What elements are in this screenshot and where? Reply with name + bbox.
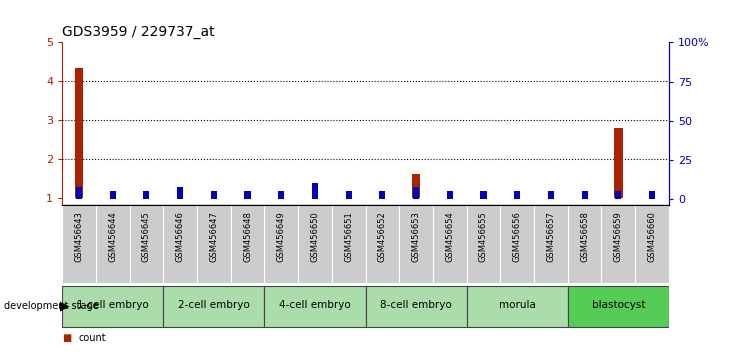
Text: GSM456647: GSM456647 [209, 212, 219, 262]
Text: GSM456646: GSM456646 [175, 212, 185, 262]
Bar [143, 191, 149, 199]
Bar [635, 205, 669, 283]
Bar [177, 187, 183, 199]
Text: GSM456649: GSM456649 [277, 212, 286, 262]
Text: GDS3959 / 229737_at: GDS3959 / 229737_at [62, 25, 215, 39]
Bar [231, 205, 265, 283]
Text: GSM456651: GSM456651 [344, 212, 353, 262]
Bar [211, 191, 217, 199]
Bar [447, 191, 452, 199]
Bar [163, 205, 197, 283]
Text: blastocyst: blastocyst [591, 300, 645, 310]
Text: GSM456660: GSM456660 [648, 212, 656, 262]
Text: 2-cell embryo: 2-cell embryo [178, 300, 250, 310]
Text: GSM456658: GSM456658 [580, 212, 589, 262]
Text: GSM456656: GSM456656 [512, 212, 522, 262]
Bar [298, 205, 332, 283]
Text: ▶: ▶ [60, 300, 69, 313]
Text: GSM456648: GSM456648 [243, 212, 252, 262]
Bar [163, 285, 265, 327]
Bar [265, 205, 298, 283]
Bar [433, 205, 466, 283]
Bar [279, 191, 284, 199]
Text: GSM456657: GSM456657 [546, 212, 556, 262]
Text: GSM456650: GSM456650 [311, 212, 319, 262]
Text: GSM456644: GSM456644 [108, 212, 117, 262]
Bar [466, 285, 568, 327]
Bar [466, 205, 500, 283]
Bar [500, 205, 534, 283]
Bar [412, 174, 420, 198]
Bar [548, 191, 554, 199]
Bar [110, 191, 115, 199]
Bar [379, 191, 385, 199]
Bar [399, 205, 433, 283]
Bar [129, 205, 163, 283]
Bar [413, 187, 419, 199]
Bar [75, 68, 83, 198]
Text: ■: ■ [62, 333, 72, 343]
Bar [582, 191, 588, 199]
Bar [534, 205, 568, 283]
Text: GSM456645: GSM456645 [142, 212, 151, 262]
Text: GSM456659: GSM456659 [614, 212, 623, 262]
Text: 1-cell embryo: 1-cell embryo [77, 300, 148, 310]
Bar [366, 205, 399, 283]
Bar [649, 191, 655, 199]
Bar [96, 205, 129, 283]
Text: 8-cell embryo: 8-cell embryo [380, 300, 452, 310]
Bar [568, 285, 669, 327]
Bar [265, 285, 366, 327]
Bar [602, 205, 635, 283]
Bar [244, 191, 251, 199]
Bar [366, 285, 466, 327]
Text: development stage: development stage [4, 301, 98, 311]
Bar [346, 191, 352, 199]
Bar [614, 128, 623, 198]
Bar [480, 191, 487, 199]
Bar [514, 191, 520, 199]
Bar [568, 205, 602, 283]
Text: GSM456653: GSM456653 [412, 212, 420, 262]
Text: GSM456643: GSM456643 [75, 212, 83, 262]
Text: GSM456654: GSM456654 [445, 212, 454, 262]
Text: 4-cell embryo: 4-cell embryo [279, 300, 351, 310]
Text: GSM456652: GSM456652 [378, 212, 387, 262]
Text: GSM456655: GSM456655 [479, 212, 488, 262]
Bar [76, 187, 82, 199]
Bar [312, 183, 318, 199]
Text: count: count [78, 333, 106, 343]
Text: morula: morula [499, 300, 536, 310]
Bar [616, 191, 621, 199]
Bar [62, 285, 163, 327]
Bar [332, 205, 366, 283]
Bar [197, 205, 231, 283]
Bar [62, 205, 96, 283]
